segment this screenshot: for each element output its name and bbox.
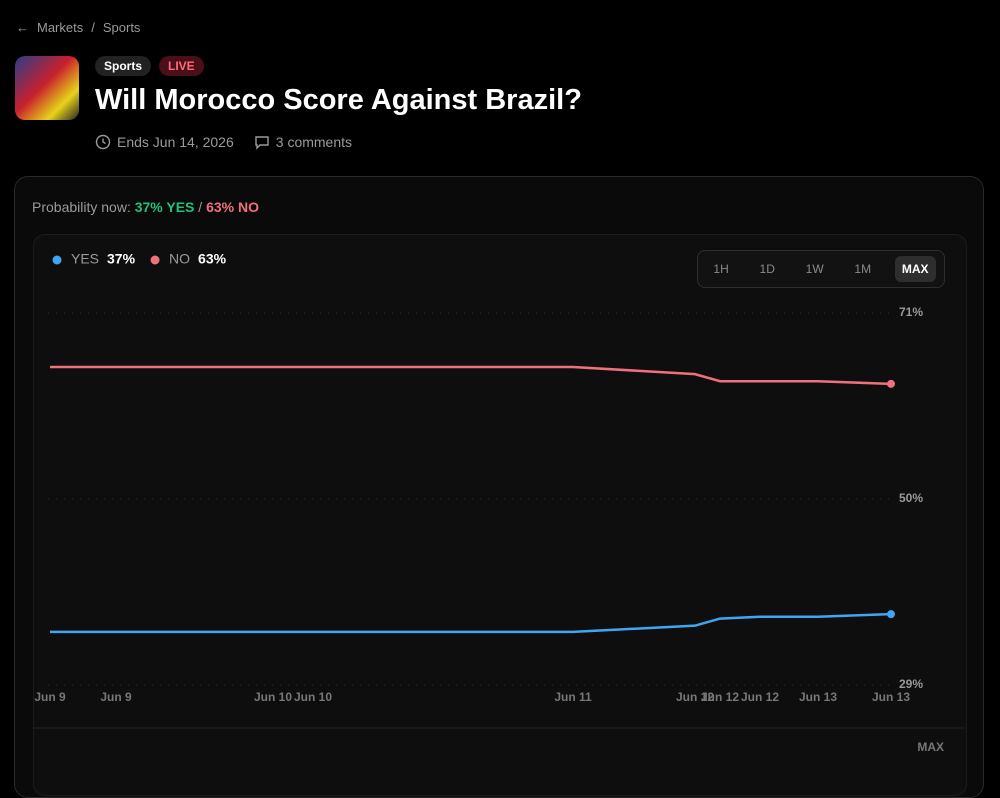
breadcrumb-link[interactable]: Sports	[102, 20, 141, 35]
legend-value: 63%	[198, 251, 227, 267]
x-tick-label: Jun 11	[554, 690, 592, 704]
live-tag: LIVE	[159, 56, 204, 76]
breadcrumb-link[interactable]: Markets	[37, 20, 84, 35]
comment-icon	[255, 136, 269, 150]
series-line	[50, 365, 892, 386]
page: ← Markets / Sports Sports LIVE Will Moro…	[14, 20, 984, 798]
probability-sep: /	[198, 199, 203, 215]
market-title: Will Morocco Score Against Brazil?	[95, 84, 582, 116]
comments-text: 3 comments	[275, 134, 353, 150]
ends-text: Ends Jun 14, 2026	[117, 134, 234, 150]
legend-value: 37%	[107, 251, 136, 267]
legend-dot	[150, 255, 160, 265]
x-tick-label: Jun 10	[254, 690, 292, 704]
comments[interactable]: 3 comments	[254, 134, 352, 150]
y-tick-label: 29%	[899, 677, 923, 691]
range-button[interactable]: 1D	[759, 262, 775, 276]
probability-yes: 37% YES	[134, 199, 195, 215]
x-tick-label: Jun 10	[294, 690, 332, 704]
x-tick-label: Jun 13	[872, 690, 910, 704]
probability: Probability now: 37% YES / 63% NO	[32, 199, 259, 215]
x-tick-label: Jun 13	[799, 690, 837, 704]
x-tick-label: Jun 9	[34, 690, 66, 704]
market-image	[15, 56, 79, 120]
range-button[interactable]: 1W	[805, 262, 824, 276]
probability-label: Probability now:	[32, 199, 131, 215]
end-dot	[887, 610, 895, 619]
end-dot	[887, 379, 895, 388]
x-tick-label: Jun 12	[741, 690, 779, 704]
legend-dot	[52, 255, 62, 265]
y-tick-label: 71%	[899, 305, 923, 319]
range-button[interactable]: MAX	[894, 256, 936, 282]
x-tick-label: Jun 9	[100, 690, 132, 704]
clock-icon	[95, 134, 111, 150]
breadcrumb: ← Markets / Sports	[16, 20, 140, 35]
legend-name: NO	[169, 251, 190, 267]
ends: Ends Jun 14, 2026	[95, 134, 234, 150]
tags: Sports LIVE	[95, 56, 204, 76]
tag[interactable]: Sports	[95, 56, 152, 76]
legend-name: YES	[71, 251, 99, 267]
series-line	[50, 612, 892, 634]
range-button[interactable]: 1H	[713, 262, 729, 276]
y-tick-label: 50%	[899, 491, 923, 505]
breadcrumb-sep: /	[91, 20, 95, 35]
x-tick-label: Jun 12	[676, 690, 714, 704]
chart: MAX 71% 50% 29% Jun 9 Jun 9 Jun 10 Jun 10 Jun 1…	[33, 251, 965, 754]
chart-panel	[33, 234, 967, 796]
range-button[interactable]: 1M	[854, 262, 872, 276]
footer-range: MAX	[917, 740, 944, 754]
meta: Ends Jun 14, 2026 3 comments	[95, 134, 352, 150]
range-buttons: 1H 1D 1W 1M MAX	[697, 250, 945, 288]
back-arrow[interactable]: ←	[16, 20, 29, 35]
probability-no: 63% NO	[206, 199, 259, 215]
x-tick-label: Jun 12	[701, 690, 739, 704]
